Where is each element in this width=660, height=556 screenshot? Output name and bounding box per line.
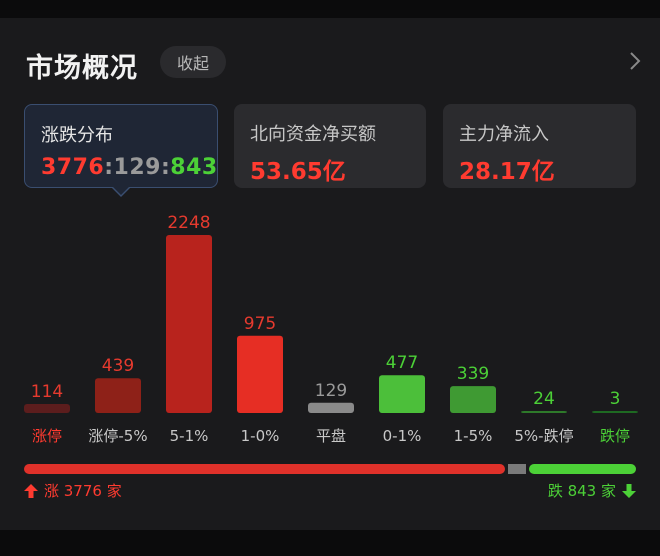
arrow-down-icon bbox=[622, 483, 636, 498]
active-card-pointer-fill bbox=[112, 186, 130, 195]
bar-value-label: 114 bbox=[31, 382, 63, 402]
category-label: 0-1% bbox=[383, 427, 422, 445]
category-label: 涨停 bbox=[32, 427, 62, 445]
market-overview-panel bbox=[0, 18, 660, 530]
collapse-button[interactable]: 收起 bbox=[160, 46, 226, 78]
arrow-up-icon bbox=[24, 483, 38, 498]
tab-main-net-inflow[interactable]: 主力净流入 28.17亿 bbox=[443, 104, 636, 188]
chevron-right-icon[interactable] bbox=[624, 48, 646, 74]
bar-6 bbox=[450, 386, 496, 413]
ratio-sep: : bbox=[160, 155, 171, 180]
bar-value-label: 129 bbox=[315, 381, 347, 401]
bar-3 bbox=[237, 335, 283, 413]
category-label: 平盘 bbox=[316, 427, 346, 445]
up-count: 3776 bbox=[41, 155, 105, 180]
bar-5 bbox=[379, 375, 425, 413]
category-label: 1-5% bbox=[454, 427, 493, 445]
bar-7 bbox=[521, 411, 567, 413]
progress-flat-segment bbox=[508, 464, 526, 474]
category-label: 1-0% bbox=[241, 427, 280, 445]
progress-up-segment bbox=[24, 464, 505, 474]
tab-northbound-net-buy[interactable]: 北向资金净买额 53.65亿 bbox=[234, 104, 426, 188]
rise-summary-text: 涨 3776 家 bbox=[44, 482, 122, 500]
ratio-sep: : bbox=[104, 155, 114, 180]
rise-summary: 涨 3776 家 bbox=[24, 480, 122, 501]
card-label: 主力净流入 bbox=[459, 124, 549, 145]
bar-value-label: 2248 bbox=[167, 213, 210, 233]
distribution-bar-chart: 114 涨停 439 涨停-5% 2248 5-1% 975 1-0% 129 平盘 477 0-1%… bbox=[24, 213, 638, 445]
category-label: 涨停-5% bbox=[88, 427, 147, 445]
bar-8 bbox=[592, 411, 638, 413]
card-label: 涨跌分布 bbox=[41, 125, 113, 146]
card-label: 北向资金净买额 bbox=[250, 124, 376, 145]
fall-summary-text: 跌 843 家 bbox=[547, 482, 616, 500]
bar-value-label: 975 bbox=[244, 314, 276, 334]
main-inflow-value: 28.17亿 bbox=[459, 159, 555, 185]
down-count: 843 bbox=[170, 155, 218, 180]
category-label: 5-1% bbox=[170, 427, 209, 445]
bar-value-label: 477 bbox=[386, 353, 418, 373]
bar-4 bbox=[308, 402, 354, 413]
category-label: 5%-跌停 bbox=[514, 427, 573, 445]
page-title: 市场概况 bbox=[26, 53, 138, 84]
bar-1 bbox=[95, 378, 141, 413]
northbound-value: 53.65亿 bbox=[250, 159, 346, 185]
bar-value-label: 339 bbox=[457, 364, 489, 384]
tab-rise-fall-distribution[interactable]: 涨跌分布 3776:129:843 bbox=[24, 104, 218, 188]
bar-2 bbox=[166, 235, 212, 413]
bar-value-label: 3 bbox=[610, 389, 621, 409]
bar-value-label: 439 bbox=[102, 356, 134, 376]
category-label: 跌停 bbox=[600, 427, 630, 445]
bar-value-label: 24 bbox=[533, 389, 555, 409]
rise-fall-progress-bar bbox=[24, 464, 636, 474]
rise-fall-ratio: 3776:129:843 bbox=[41, 155, 218, 180]
bar-0 bbox=[24, 403, 70, 413]
flat-count: 129 bbox=[113, 155, 161, 180]
progress-down-segment bbox=[529, 464, 636, 474]
fall-summary: 跌 843 家 bbox=[548, 480, 636, 501]
